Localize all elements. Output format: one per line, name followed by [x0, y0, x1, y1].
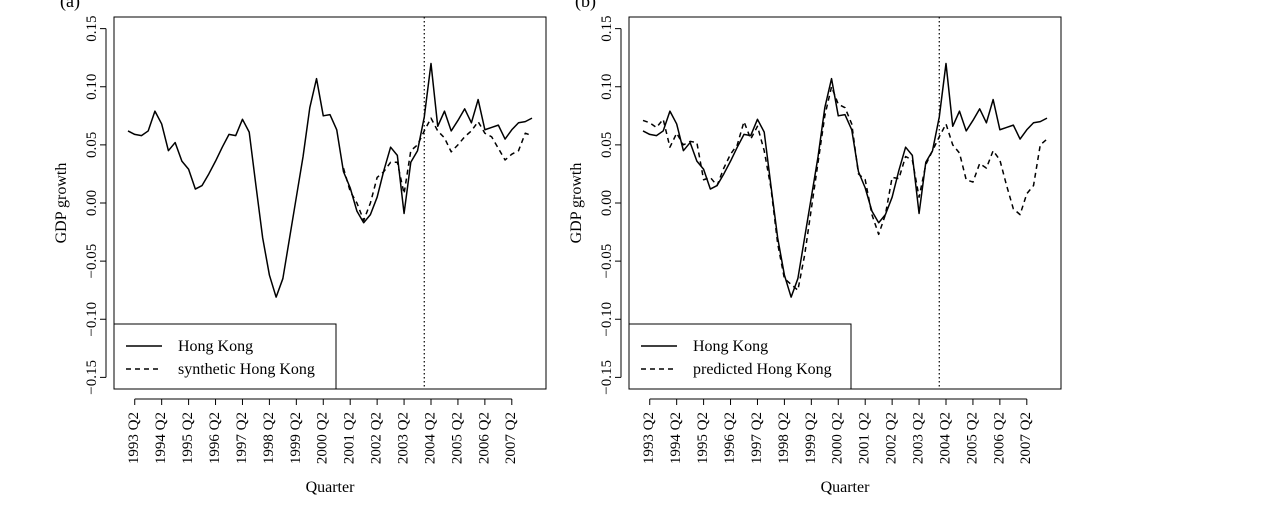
legend-label: synthetic Hong Kong — [178, 361, 315, 378]
x-tick-label: 2007 Q2 — [1018, 412, 1034, 464]
panel-a: (a) −0.15 −0.10 −0.05 0.00 0.05 0.10 0.15 GDP gr… — [53, 0, 547, 496]
y-tick-label: −0.15 — [84, 360, 100, 395]
series-line-solid — [642, 62, 1048, 298]
x-tick-label: 1998 Q2 — [776, 412, 792, 464]
legend-label: predicted Hong Kong — [693, 361, 832, 378]
x-tick-label: 2005 Q2 — [449, 412, 465, 464]
x-tick-label: 1994 Q2 — [668, 412, 684, 464]
legend-box — [113, 323, 337, 390]
x-tick-label: 2004 Q2 — [422, 412, 438, 464]
x-tick-label: 1997 Q2 — [749, 412, 765, 464]
x-tick-label: 2002 Q2 — [369, 412, 385, 464]
x-tick-label: 1994 Q2 — [153, 412, 169, 464]
y-tick-label: −0.05 — [599, 244, 615, 279]
x-tick-label: 2007 Q2 — [503, 412, 519, 464]
x-tick-label: 2000 Q2 — [830, 412, 846, 464]
y-tick-label: 0.05 — [599, 132, 615, 158]
y-tick-label: 0.10 — [599, 74, 615, 100]
x-tick-label: 1999 Q2 — [803, 412, 819, 464]
x-tick-label: 2003 Q2 — [911, 412, 927, 464]
x-tick-label: 2003 Q2 — [396, 412, 412, 464]
series-line-dashed — [342, 117, 533, 222]
x-tick-label: 1993 Q2 — [641, 412, 657, 464]
y-tick-label: 0.15 — [599, 16, 615, 42]
panel-b: (b) −0.15 −0.10 −0.05 0.00 0.05 0.10 0.15 GDP gr… — [568, 0, 1062, 496]
series-line-dashed — [642, 86, 1048, 291]
y-tick-label: −0.15 — [599, 360, 615, 395]
x-tick-label: 1999 Q2 — [288, 412, 304, 464]
x-tick-label: 2006 Q2 — [991, 412, 1007, 464]
panel-label: (b) — [575, 0, 596, 12]
x-axis-label: Quarter — [821, 479, 871, 496]
x-tick-label: 2001 Q2 — [342, 412, 358, 464]
legend-label: Hong Kong — [178, 338, 253, 355]
x-tick-label: 2002 Q2 — [884, 412, 900, 464]
legend-box — [628, 323, 852, 390]
x-tick-label: 1995 Q2 — [180, 412, 196, 464]
legend-label: Hong Kong — [693, 338, 768, 355]
x-tick-label: 2006 Q2 — [476, 412, 492, 464]
x-tick-label: 1997 Q2 — [234, 412, 250, 464]
x-tick-label: 1998 Q2 — [261, 412, 277, 464]
x-tick-label: 1996 Q2 — [207, 412, 223, 464]
y-tick-label: 0.10 — [84, 74, 100, 100]
x-tick-label: 1993 Q2 — [126, 412, 142, 464]
x-tick-label: 2005 Q2 — [964, 412, 980, 464]
y-tick-label: 0.00 — [599, 190, 615, 216]
x-axis-label: Quarter — [306, 479, 356, 496]
x-tick-label: 2004 Q2 — [937, 412, 953, 464]
x-tick-label: 2000 Q2 — [315, 412, 331, 464]
y-axis-label: GDP growth — [568, 163, 585, 244]
x-tick-label: 1995 Q2 — [695, 412, 711, 464]
y-tick-label: −0.10 — [84, 302, 100, 337]
x-tick-label: 2001 Q2 — [857, 412, 873, 464]
panel-label: (a) — [60, 0, 80, 12]
y-tick-label: −0.10 — [599, 302, 615, 337]
y-axis-label: GDP growth — [53, 163, 70, 244]
y-tick-label: 0.05 — [84, 132, 100, 158]
y-tick-label: 0.15 — [84, 16, 100, 42]
series-line-solid — [127, 62, 533, 298]
y-tick-label: 0.00 — [84, 190, 100, 216]
y-tick-label: −0.05 — [84, 244, 100, 279]
x-tick-label: 1996 Q2 — [722, 412, 738, 464]
